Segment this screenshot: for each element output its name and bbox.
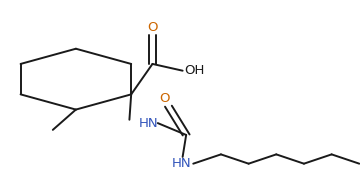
Text: O: O	[159, 92, 170, 104]
Text: OH: OH	[184, 64, 205, 77]
Text: HN: HN	[138, 117, 158, 130]
Text: O: O	[147, 21, 158, 34]
Text: HN: HN	[172, 157, 192, 170]
